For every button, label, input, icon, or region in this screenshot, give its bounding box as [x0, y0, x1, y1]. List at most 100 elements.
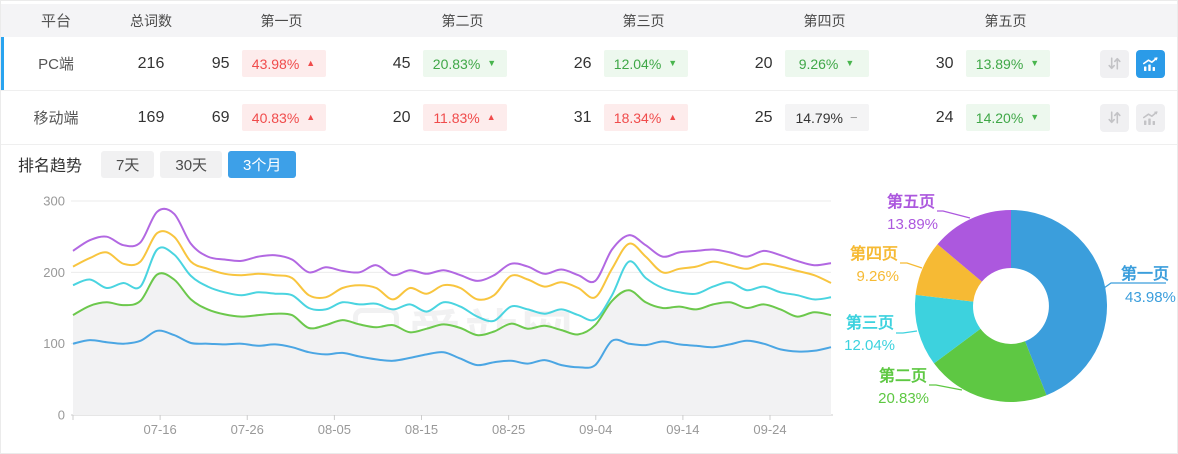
pct-badge: 40.83% ▲	[241, 104, 326, 131]
y-axis-label: 0	[58, 408, 65, 423]
page1-cell: 95 43.98% ▲	[191, 50, 372, 77]
y-axis-label: 100	[43, 336, 65, 351]
y-axis-label: 200	[43, 265, 65, 280]
slice-percent: 43.98%	[1125, 289, 1176, 306]
pct-badge: 18.34% ▲	[603, 104, 688, 131]
page-count: 31	[573, 108, 592, 126]
series-area	[73, 273, 831, 415]
slice-label: 第三页	[846, 313, 894, 332]
donut-slice	[914, 294, 981, 364]
total-words-value: 169	[137, 108, 165, 126]
line-chart-icon	[1143, 110, 1158, 125]
donut-slice	[937, 210, 1011, 282]
series-line	[72, 272, 832, 337]
range-button-30d[interactable]: 30天	[160, 150, 223, 178]
y-axis-label: 300	[43, 194, 65, 209]
pct-badge: 14.79% −	[784, 104, 869, 131]
range-button-3m[interactable]: 3个月	[228, 150, 297, 178]
platform-label: 移动端	[33, 110, 79, 127]
label-leader-line	[900, 262, 923, 269]
label-leader-line	[929, 384, 963, 391]
sort-compare-button[interactable]	[1100, 103, 1129, 132]
slice-percent: 12.04%	[844, 337, 895, 354]
rank-table: 平台 总词数 第一页 第二页 第三页 第四页 第五页 PC端 216 95 43…	[1, 1, 1177, 145]
rank-trend-line-chart[interactable]: 0 100 200 300 07-16 07-26 08-05 08-15 08-25 09-04…	[27, 187, 839, 454]
sort-compare-button[interactable]	[1100, 49, 1129, 78]
slice-percent: 13.89%	[887, 216, 938, 233]
page-count: 20	[392, 108, 411, 126]
x-axis-label: 08-25	[492, 422, 525, 437]
trend-arrow-icon: ▼	[1030, 58, 1040, 68]
trend-arrow-icon: −	[849, 110, 858, 125]
slice-percent: 9.26%	[856, 268, 899, 285]
x-axis-label: 09-04	[579, 422, 612, 437]
page2-cell: 45 20.83% ▼	[372, 50, 553, 77]
up-down-arrows-icon	[1108, 57, 1121, 70]
pct-badge: 11.83% ▲	[422, 104, 507, 131]
page2-cell: 20 11.83% ▲	[372, 104, 553, 131]
page1-cell: 69 40.83% ▲	[191, 104, 372, 131]
trend-arrow-icon: ▲	[668, 112, 678, 122]
slice-label: 第二页	[879, 366, 927, 385]
page-count: 69	[211, 108, 230, 126]
x-axis-label: 08-05	[318, 422, 351, 437]
donut-slice	[915, 244, 982, 302]
series-line	[72, 207, 832, 284]
x-axis-label: 09-24	[753, 422, 786, 437]
table-row-pc[interactable]: PC端 216 95 43.98% ▲ 45 20.83% ▼ 26 12.04% ▼…	[1, 37, 1177, 91]
trend-arrow-icon: ▼	[845, 58, 855, 68]
platform-label: PC端	[38, 56, 74, 73]
label-leader-line	[896, 330, 918, 334]
selected-row-indicator	[1, 37, 4, 90]
page-count: 26	[573, 54, 592, 72]
trend-chart-button[interactable]	[1136, 49, 1165, 78]
table-row-mobile[interactable]: 移动端 169 69 40.83% ▲ 20 11.83% ▲ 31 18.34% ▲…	[1, 91, 1177, 145]
trend-arrow-icon: ▲	[306, 58, 316, 68]
page3-cell: 26 12.04% ▼	[553, 50, 734, 77]
slice-percent: 20.83%	[878, 390, 929, 407]
header-total-words: 总词数	[130, 12, 172, 29]
header-page2: 第二页	[441, 12, 484, 29]
page5-cell: 30 13.89% ▼	[915, 50, 1096, 77]
range-button-7d[interactable]: 7天	[101, 150, 155, 178]
pct-badge: 43.98% ▲	[241, 50, 326, 77]
page-count: 20	[754, 54, 773, 72]
up-down-arrows-icon	[1108, 111, 1121, 124]
header-page4: 第四页	[803, 12, 846, 29]
page-count: 25	[754, 108, 773, 126]
page4-cell: 25 14.79% −	[734, 104, 915, 131]
table-header-row: 平台 总词数 第一页 第二页 第三页 第四页 第五页	[1, 4, 1177, 37]
pct-badge: 14.20% ▼	[965, 104, 1050, 131]
donut-slice	[1011, 210, 1108, 396]
header-page1: 第一页	[260, 12, 303, 29]
slice-label: 第一页	[1121, 264, 1169, 283]
series-line	[72, 329, 832, 369]
label-leader-line	[1103, 282, 1166, 289]
page-distribution-donut-chart[interactable]: 第一页 43.98% 第二页 20.83% 第三页 12.04% 第四页 9.26% 第五页 13…	[841, 169, 1178, 451]
pct-badge: 20.83% ▼	[422, 50, 507, 77]
series-line	[72, 246, 832, 323]
x-axis-label: 07-16	[144, 422, 177, 437]
total-words-value: 216	[137, 54, 165, 72]
label-leader-line	[937, 210, 971, 219]
header-page3: 第三页	[622, 12, 665, 29]
trend-arrow-icon: ▲	[486, 112, 496, 122]
trend-section-title: 排名趋势	[18, 158, 83, 175]
page3-cell: 31 18.34% ▲	[553, 104, 734, 131]
line-chart-icon	[1143, 56, 1158, 71]
page-count: 24	[935, 108, 954, 126]
header-page5: 第五页	[984, 12, 1027, 29]
page4-cell: 20 9.26% ▼	[734, 50, 915, 77]
trend-arrow-icon: ▲	[306, 112, 316, 122]
x-axis-label: 07-26	[231, 422, 264, 437]
donut-slice	[934, 328, 1047, 403]
trend-arrow-icon: ▼	[487, 58, 497, 68]
slice-label: 第五页	[887, 192, 935, 211]
x-axis-label: 08-15	[405, 422, 438, 437]
trend-chart-button[interactable]	[1136, 103, 1165, 132]
page-count: 95	[211, 54, 230, 72]
trend-arrow-icon: ▼	[1030, 112, 1040, 122]
header-platform: 平台	[40, 13, 71, 30]
trend-toolbar: 排名趋势 7天 30天 3个月	[1, 144, 1177, 184]
pct-badge: 12.04% ▼	[603, 50, 688, 77]
